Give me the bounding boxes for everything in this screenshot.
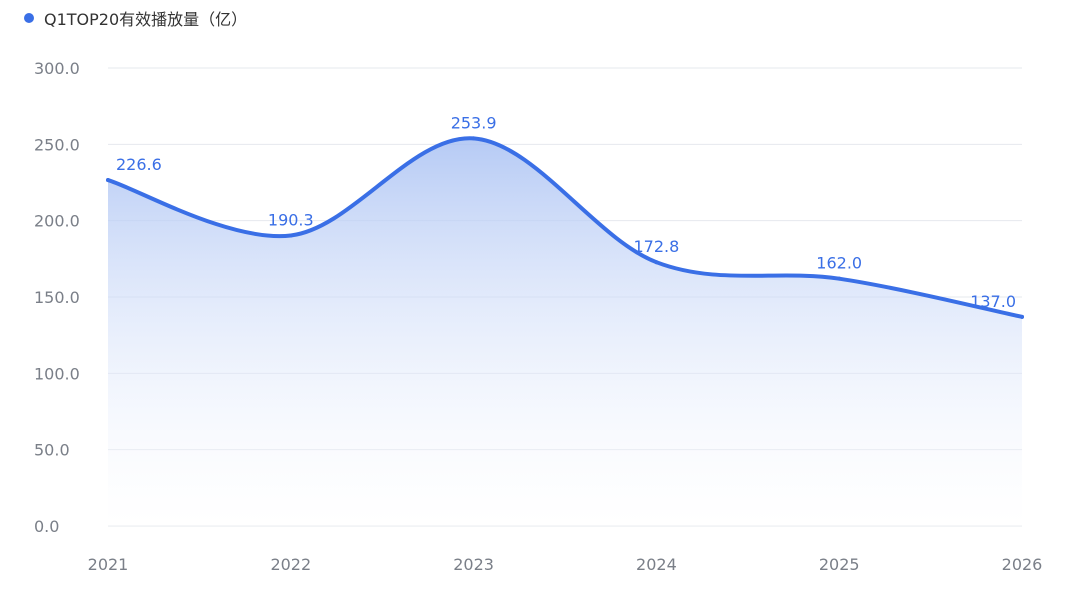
y-tick-label: 250.0 bbox=[34, 135, 80, 154]
data-point bbox=[288, 233, 293, 238]
x-tick-label: 2024 bbox=[636, 555, 677, 574]
y-tick-label: 100.0 bbox=[34, 364, 80, 383]
series-line bbox=[106, 136, 1024, 319]
y-tick-label: 150.0 bbox=[34, 288, 80, 307]
data-point bbox=[471, 136, 476, 141]
y-tick-label: 200.0 bbox=[34, 212, 80, 231]
data-point bbox=[1020, 314, 1024, 319]
data-point bbox=[654, 260, 659, 265]
data-point bbox=[106, 178, 110, 183]
x-tick-label: 2026 bbox=[1002, 555, 1043, 574]
data-label: 172.8 bbox=[633, 237, 679, 256]
data-label: 226.6 bbox=[116, 155, 162, 174]
data-label: 253.9 bbox=[451, 113, 497, 132]
data-label: 162.0 bbox=[816, 254, 862, 273]
y-tick-label: 50.0 bbox=[34, 441, 70, 460]
x-tick-label: 2023 bbox=[453, 555, 494, 574]
legend-marker bbox=[24, 13, 34, 23]
data-label: 137.0 bbox=[970, 292, 1016, 311]
data-point bbox=[837, 276, 842, 281]
x-tick-label: 2022 bbox=[270, 555, 311, 574]
data-label: 190.3 bbox=[268, 210, 314, 229]
legend-label: Q1TOP20有效播放量（亿） bbox=[44, 10, 248, 29]
y-tick-label: 0.0 bbox=[34, 517, 59, 536]
chart-legend: Q1TOP20有效播放量（亿） bbox=[24, 6, 247, 30]
series-area bbox=[108, 138, 1022, 526]
x-tick-label: 2025 bbox=[819, 555, 860, 574]
y-tick-label: 300.0 bbox=[34, 59, 80, 78]
x-tick-label: 2021 bbox=[88, 555, 129, 574]
